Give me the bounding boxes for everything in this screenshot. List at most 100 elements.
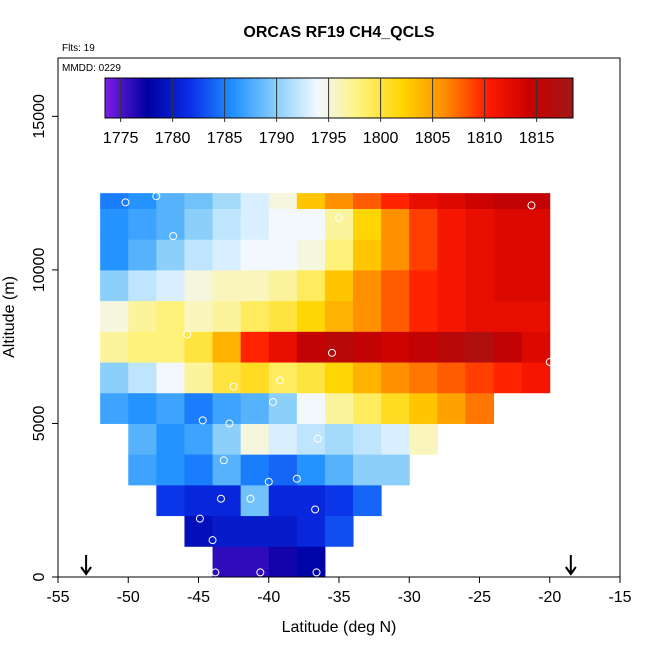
heatmap-cell (156, 208, 185, 240)
heatmap-cell (184, 239, 214, 271)
heatmap-cell (128, 454, 157, 486)
heatmap-cell (240, 331, 270, 363)
heatmap-cell (381, 193, 410, 209)
heatmap-cell (437, 300, 466, 332)
annotation: MMDD: 0229 (62, 63, 121, 74)
heatmap-cell (268, 454, 298, 486)
flight-point (229, 382, 238, 391)
heatmap-cell (128, 423, 157, 455)
heatmap-cell (184, 392, 214, 424)
heatmap-cell (100, 392, 129, 424)
flight-point (152, 192, 161, 201)
heatmap-cell (437, 208, 466, 240)
flight-point (246, 494, 255, 503)
heatmap-cell (409, 300, 438, 332)
flight-point (311, 505, 320, 514)
heatmap-cell (409, 362, 438, 394)
heatmap-cell (465, 331, 495, 363)
heatmap-cell (493, 269, 523, 302)
heatmap-cell (465, 300, 495, 332)
heatmap-cell (324, 484, 354, 517)
heatmap-cell (128, 193, 157, 209)
heatmap-cell (184, 208, 214, 240)
heatmap-cell (353, 269, 382, 302)
heatmap-cell (493, 208, 523, 240)
heatmap-cell (128, 362, 157, 394)
heatmap-cell (212, 300, 242, 332)
heatmap-cell (437, 331, 466, 363)
heatmap-cell (240, 300, 270, 332)
heatmap-cell (409, 423, 438, 455)
heatmap-cell (100, 208, 129, 240)
heatmap-cell (240, 208, 270, 240)
flight-point (225, 419, 234, 428)
heatmap-cell (240, 392, 270, 424)
flight-point (335, 213, 343, 222)
heatmap-cell (240, 193, 270, 209)
heatmap-cell (353, 300, 382, 332)
heatmap-cell (212, 546, 242, 578)
heatmap-cell (212, 484, 242, 517)
heatmap-cell (324, 239, 354, 271)
heatmap (100, 193, 551, 578)
heatmap-cell (296, 392, 326, 424)
heatmap-cell (156, 362, 185, 394)
flight-point (545, 358, 554, 367)
heatmap-cell (296, 269, 326, 302)
heatmap-cell (184, 331, 214, 363)
heatmap-cell (184, 484, 214, 517)
heatmap-cell (128, 392, 157, 424)
x-tick-label: -55 (46, 589, 69, 606)
subtitle: Flts: 19 (62, 43, 95, 54)
heatmap-cell (324, 362, 354, 394)
heatmap-cell (353, 239, 382, 271)
heatmap-cell (521, 331, 551, 363)
flight-point (121, 198, 130, 207)
colorbar-tick-label: 1805 (415, 130, 451, 147)
heatmap-cell (100, 269, 129, 302)
heatmap-cell (381, 331, 410, 363)
colorbar-tick-label: 1790 (259, 130, 295, 147)
heatmap-cell (268, 515, 298, 547)
heatmap-cell (409, 239, 438, 271)
heatmap-cell (240, 269, 270, 302)
heatmap-cell (268, 331, 298, 363)
heatmap-cell (184, 423, 214, 455)
x-tick-label: -35 (327, 589, 350, 606)
heatmap-cell (296, 454, 326, 486)
heatmap-cell (296, 300, 326, 332)
heatmap-cell (240, 546, 270, 578)
x-tick-label: -15 (608, 589, 631, 606)
heatmap-cell (493, 300, 523, 332)
heatmap-cell (212, 269, 242, 302)
heatmap-cell (156, 423, 185, 455)
heatmap-cell (521, 208, 551, 240)
heatmap-cell (268, 239, 298, 271)
heatmap-cell (296, 239, 326, 271)
heatmap-cell (409, 208, 438, 240)
heatmap-cell (409, 269, 438, 302)
colorbar (104, 77, 574, 119)
heatmap-cell (100, 362, 129, 394)
chart-title: ORCAS RF19 CH4_QCLS (243, 24, 434, 41)
flight-point (256, 568, 265, 577)
heatmap-cell (381, 454, 410, 486)
y-axis-label: Altitude (m) (1, 276, 18, 358)
heatmap-cell (437, 193, 466, 209)
colorbar-tick-label: 1780 (155, 130, 191, 147)
heatmap-cell (128, 269, 157, 302)
heatmap-cell (409, 392, 438, 424)
heatmap-cell (240, 515, 270, 547)
heatmap-cell (324, 392, 354, 424)
heatmap-cell (212, 331, 242, 363)
heatmap-cell (268, 484, 298, 517)
heatmap-cell (296, 546, 326, 578)
heatmap-cell (324, 208, 354, 240)
heatmap-cell (240, 362, 270, 394)
flight-point (292, 474, 301, 483)
heatmap-cell (184, 362, 214, 394)
heatmap-cell (465, 239, 495, 271)
flight-point (195, 514, 204, 523)
heatmap-cell (296, 515, 326, 547)
